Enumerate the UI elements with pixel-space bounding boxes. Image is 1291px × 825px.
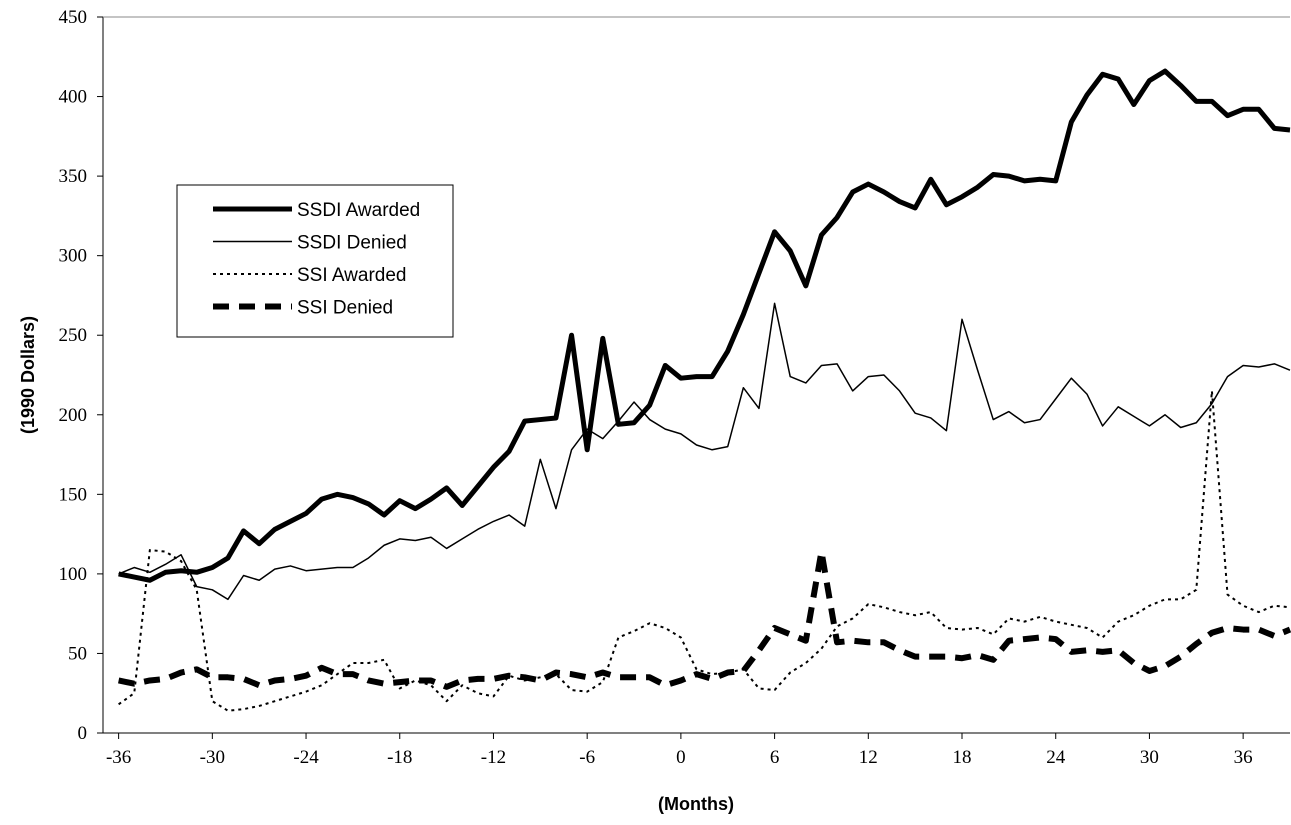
series-line (118, 389, 1291, 712)
x-axis-label: (Months) (658, 794, 734, 814)
legend-label: SSDI Denied (297, 233, 407, 254)
x-tick-label: -36 (106, 747, 131, 768)
y-tick-label: 450 (59, 7, 88, 28)
x-tick-label: 12 (859, 747, 878, 768)
y-tick-label: 50 (68, 643, 87, 664)
x-tick-label: -24 (293, 747, 319, 768)
y-tick-label: 400 (59, 87, 88, 108)
series-line (118, 68, 1291, 583)
y-tick-label: 150 (59, 484, 88, 505)
x-tick-label: 0 (676, 747, 686, 768)
x-tick-label: -6 (579, 747, 595, 768)
y-tick-label: 100 (59, 564, 88, 585)
legend-label: SSDI Awarded (297, 200, 420, 221)
series-line (118, 302, 1291, 601)
x-tick-label: -12 (481, 747, 506, 768)
y-tick-label: 0 (78, 723, 88, 744)
y-tick-label: 250 (59, 325, 88, 346)
y-tick-label: 350 (59, 166, 88, 187)
y-tick-label: 300 (59, 246, 88, 267)
x-tick-label: 6 (770, 747, 780, 768)
y-axis-label: (1990 Dollars) (18, 316, 38, 434)
x-tick-label: -18 (387, 747, 412, 768)
legend-label: SSI Denied (297, 298, 393, 319)
x-tick-label: 30 (1140, 747, 1159, 768)
series-line (118, 548, 1291, 690)
x-tick-label: -30 (200, 747, 225, 768)
legend-label: SSI Awarded (297, 265, 407, 286)
y-tick-label: 200 (59, 405, 88, 426)
x-tick-label: 36 (1234, 747, 1253, 768)
x-tick-label: 18 (953, 747, 972, 768)
x-tick-label: 24 (1046, 747, 1066, 768)
